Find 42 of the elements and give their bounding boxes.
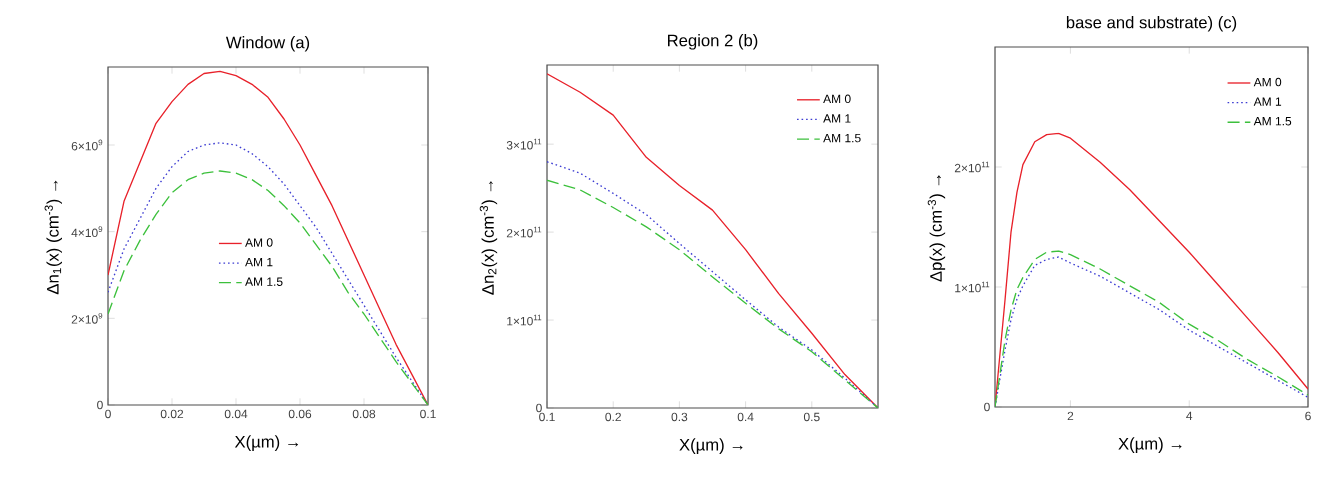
legend-label: AM 1.5 bbox=[1253, 117, 1292, 126]
x-tick-label: 4 bbox=[1186, 411, 1193, 420]
x-tick-label: 0.5 bbox=[803, 412, 820, 422]
x-tick-label: 0.02 bbox=[160, 409, 184, 419]
x-tick-label: 0.2 bbox=[605, 412, 621, 422]
y-tick-label: 4×10$^{9}$ bbox=[71, 226, 103, 238]
y-tick-label: 1×10$^{11}$ bbox=[507, 314, 542, 326]
legend-label: AM 0 bbox=[823, 94, 851, 104]
y-tick-label: 0 bbox=[97, 400, 103, 410]
x-axis-title: X(µm) → bbox=[1118, 437, 1182, 453]
x-tick-label: 0.04 bbox=[224, 409, 248, 419]
y-tick-label: 1×10$^{11}$ bbox=[955, 281, 990, 293]
x-tick-label: 0.1 bbox=[420, 409, 436, 419]
legend-label: AM 1 bbox=[823, 114, 851, 123]
x-tick-label: 0.3 bbox=[671, 412, 688, 422]
y-tick-label: 2×10$^{11}$ bbox=[506, 226, 542, 238]
chart-title: Region 2 (b) bbox=[668, 34, 758, 50]
legend-label: AM 1.5 bbox=[245, 277, 283, 286]
x-tick-label: 0.06 bbox=[288, 409, 312, 419]
x-tick-label: 0.4 bbox=[737, 412, 754, 422]
x-axis-title: X(µm) → bbox=[679, 438, 743, 454]
y-tick-label: 0 bbox=[984, 402, 990, 412]
chart-title: Window (a) bbox=[225, 36, 310, 52]
x-tick-label: 0 bbox=[105, 409, 111, 419]
x-tick-label: 6 bbox=[1305, 411, 1311, 421]
y-tick-label: 3×10$^{11}$ bbox=[506, 138, 542, 150]
chart-title: base and substrate) (c) bbox=[1066, 16, 1237, 32]
x-tick-label: 2 bbox=[1067, 411, 1074, 421]
y-tick-label: 2×10$^{11}$ bbox=[954, 161, 990, 173]
y-axis-title: Δp(x) (cm$^{-3}$) → bbox=[927, 175, 946, 282]
y-axis-title: Δn$_{1}$(x) (cm$^{-3}$) → bbox=[44, 180, 62, 295]
legend-label: AM 1 bbox=[1253, 97, 1282, 106]
legend-label: AM 1 bbox=[245, 257, 273, 267]
y-tick-label: 6×10$^{9}$ bbox=[71, 139, 103, 151]
legend-label: AM 1.5 bbox=[823, 133, 861, 143]
legend-label: AM 0 bbox=[245, 238, 273, 247]
y-axis-title: Δn$_{2}$(x) (cm$^{-3}$) → bbox=[479, 181, 498, 295]
x-tick-label: 0.1 bbox=[539, 412, 555, 422]
x-axis-title: X(µm) → bbox=[234, 435, 299, 451]
x-tick-label: 0.08 bbox=[352, 409, 376, 419]
y-tick-label: 2×10$^{9}$ bbox=[71, 312, 103, 324]
legend-label: AM 0 bbox=[1253, 77, 1282, 87]
